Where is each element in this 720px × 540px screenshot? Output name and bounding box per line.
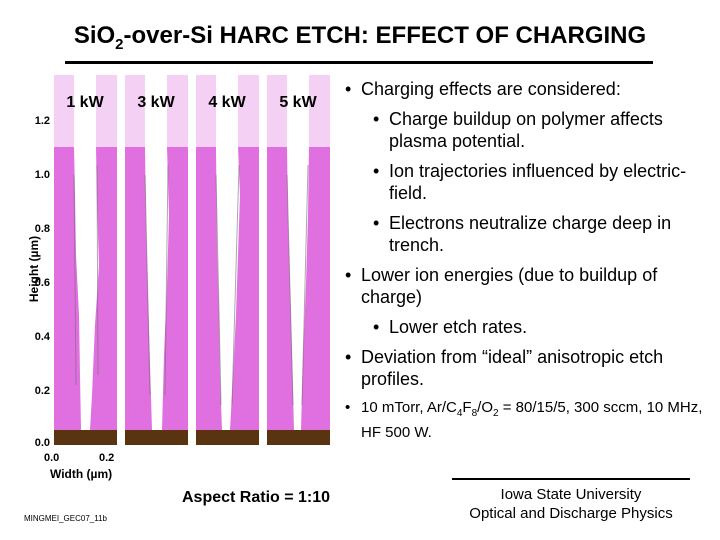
title-subscript: 2 — [115, 35, 124, 53]
slide-code: MINGMEI_GEC07_11b — [24, 514, 107, 523]
y-tick-0-6: 0.6 — [34, 277, 50, 289]
x-tick-0-2: 0.2 — [99, 452, 115, 464]
title-rest: -over-Si HARC ETCH: EFFECT OF CHARGING — [123, 22, 647, 49]
affiliation-rule — [452, 478, 690, 480]
conditions-sub-1: 4 — [456, 408, 463, 419]
y-tick-1-2: 1.2 — [34, 115, 50, 127]
panel-3 — [196, 75, 259, 445]
bullet-list: Charging effects are considered: Charge … — [337, 78, 712, 450]
y-tick-0-8: 0.8 — [34, 223, 50, 235]
y-tick-0-0: 0.0 — [34, 437, 50, 449]
conditions-bullet: 10 mTorr, Ar/C4F8/O2 = 80/15/5, 300 sccm… — [337, 398, 712, 442]
panel-label-1: 1 kW — [66, 94, 104, 111]
affiliation-group: Optical and Discharge Physics — [469, 505, 673, 522]
x-axis-label: Width (µm) — [50, 467, 113, 481]
y-axis-label: Height (µm) — [27, 235, 41, 303]
bullet-item: Charging effects are considered: — [337, 78, 712, 100]
bullet-subitem: Charge buildup on polymer affects plasma… — [365, 108, 712, 152]
panel-1 — [54, 75, 117, 445]
conditions-text-d: = 80/15/5, 300 sccm, 10 MHz, HF 500 W. — [361, 399, 703, 441]
conditions-sub-3: 2 — [493, 408, 499, 419]
panel-4 — [267, 75, 330, 445]
y-tick-1-0: 1.0 — [34, 169, 50, 181]
bullet-subitem: Ion trajectories influenced by electric-… — [365, 160, 712, 204]
conditions-sub-2: 8 — [471, 408, 478, 419]
title-si: Si — [73, 22, 97, 49]
y-tick-0-4: 0.4 — [34, 331, 50, 343]
affiliation-university: Iowa State University — [500, 486, 642, 503]
panel-label-4: 5 kW — [279, 94, 317, 111]
y-tick-0-2: 0.2 — [34, 385, 50, 397]
bullet-subitem: Lower etch rates. — [365, 316, 712, 338]
slide-title: SiO2-over-Si HARC ETCH: EFFECT OF CHARGI… — [0, 22, 720, 53]
title-o: O — [96, 22, 116, 49]
bullet-item: Lower ion energies (due to buildup of ch… — [337, 264, 712, 308]
etch-profile-figure: 1 kW 3 kW 4 kW 5 kW — [54, 75, 330, 445]
aspect-ratio-label: Aspect Ratio = 1:10 — [182, 489, 331, 506]
bullet-subitem: Electrons neutralize charge deep in tren… — [365, 212, 712, 256]
bullet-item: Deviation from “ideal” anisotropic etch … — [337, 346, 712, 390]
conditions-text-b: F — [462, 399, 472, 416]
conditions-text-a: 10 mTorr, Ar/C — [361, 399, 457, 416]
panel-label-3: 4 kW — [208, 94, 246, 111]
x-tick-0-0: 0.0 — [44, 452, 60, 464]
panel-2 — [125, 75, 188, 445]
title-rule — [65, 61, 653, 64]
panel-label-2: 3 kW — [137, 94, 175, 111]
conditions-text-c: /O — [477, 399, 493, 416]
affiliation: Iowa State University Optical and Discha… — [452, 485, 690, 523]
